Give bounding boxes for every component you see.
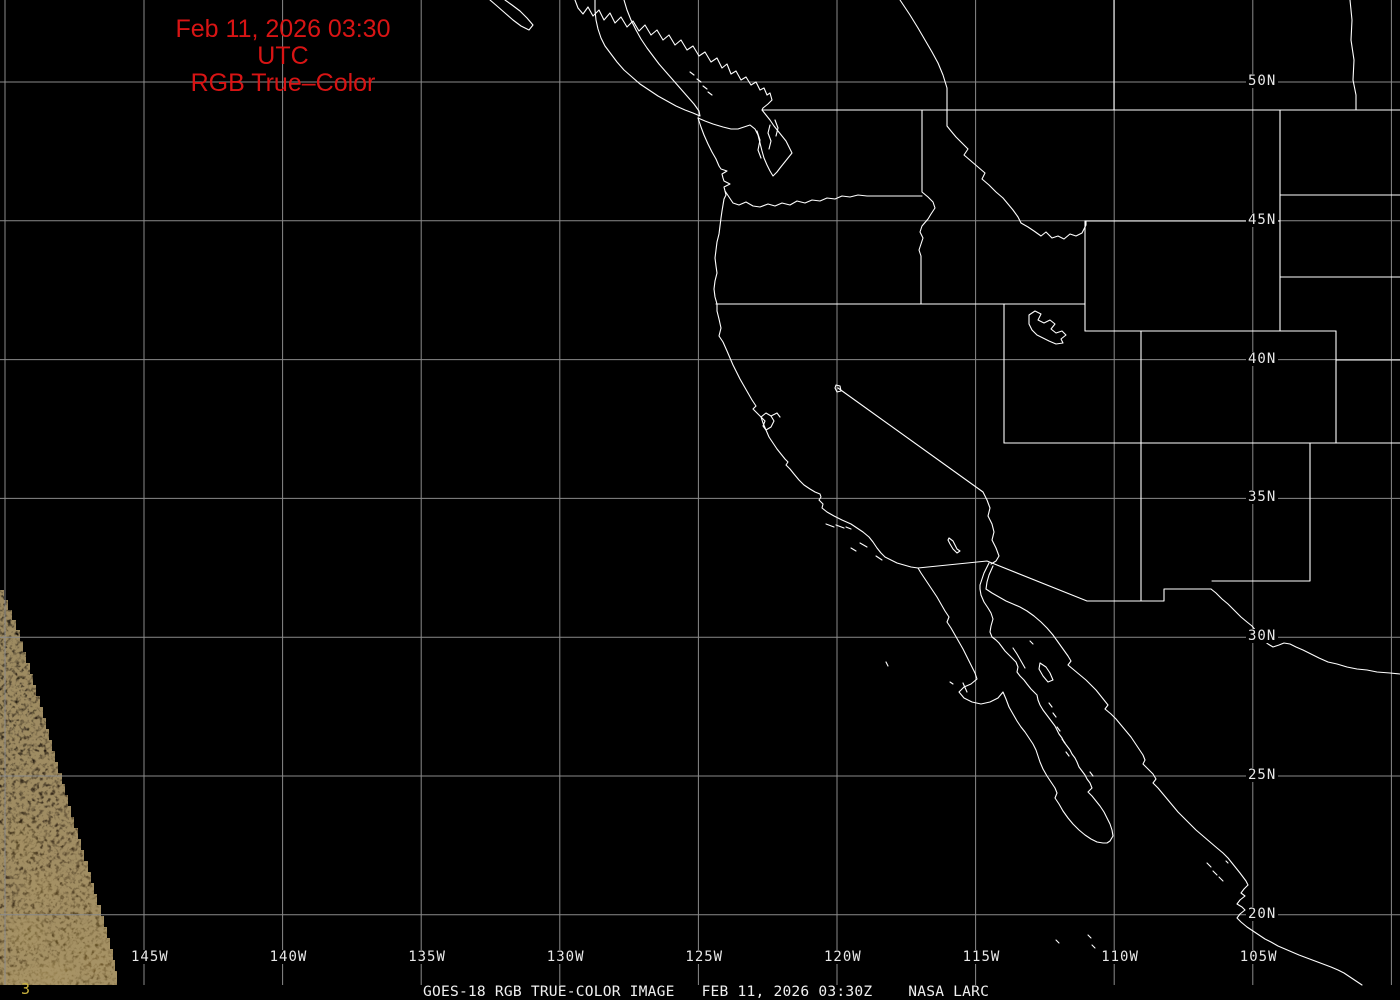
lon-label: 135W (406, 949, 448, 965)
rio-grande (1210, 588, 1400, 675)
strait-islands (689, 71, 713, 96)
lon-label: 115W (960, 949, 1003, 965)
gulf-islands (1012, 640, 1094, 777)
idaho-montana-border (946, 109, 1087, 240)
bc-mainland-coast (574, 0, 773, 111)
bc-alberta-border (899, 0, 948, 111)
vancouver-island-nw (489, 0, 534, 31)
idaho-west-border (918, 109, 936, 305)
lon-label: 130W (544, 949, 587, 965)
terminator-wedge (0, 590, 117, 985)
lat-label: 45N (1246, 211, 1279, 228)
lake-tahoe (834, 384, 842, 393)
lat-label: 50N (1246, 73, 1279, 89)
lon-label: 140W (267, 949, 310, 965)
saskatchewan-manitoba-border (1349, 0, 1357, 111)
revillagigedo-islands (1055, 934, 1096, 949)
lon-label: 110W (1099, 949, 1141, 965)
mexico-mainland-coast (985, 588, 1363, 986)
lat-label: 40N (1246, 350, 1279, 367)
lat-label: 30N (1246, 628, 1279, 645)
footer-caption: GOES-18 RGB TRUE-COLOR IMAGE FEB 11, 202… (423, 983, 990, 1000)
lat-label: 25N (1246, 767, 1279, 783)
vancouver-island (594, 0, 701, 117)
us-mexico-border (917, 560, 1212, 602)
channel-islands (825, 523, 883, 561)
lon-label: 145W (129, 949, 171, 965)
image-title: Feb 11, 2026 03:30 UTC RGB True–Color (148, 16, 418, 97)
salton-sea (947, 537, 961, 554)
puget-sound-coast (697, 109, 793, 177)
newmexico-texas-border (1211, 442, 1311, 582)
lat-label: 20N (1246, 905, 1279, 922)
colorado-river-delta (979, 562, 994, 590)
san-francisco-bay (760, 412, 781, 431)
lat-label: 35N (1246, 489, 1279, 506)
guadalupe-island (885, 661, 889, 667)
california-nevada-border (837, 387, 1000, 565)
cedros-islands (949, 681, 968, 693)
title-product: RGB True–Color (190, 69, 376, 97)
title-datetime: Feb 11, 2026 03:30 UTC (175, 15, 391, 70)
pacific-coastline (697, 117, 1114, 844)
lon-label: 105W (1237, 949, 1280, 965)
terminator-text-mark: 3 (21, 980, 31, 998)
columbia-river-border (724, 190, 923, 208)
lon-label: 120W (822, 949, 864, 965)
lon-label: 125W (683, 949, 726, 965)
islas-marias (1206, 860, 1229, 882)
puget-inlets (756, 119, 779, 159)
great-salt-lake (1028, 310, 1067, 345)
